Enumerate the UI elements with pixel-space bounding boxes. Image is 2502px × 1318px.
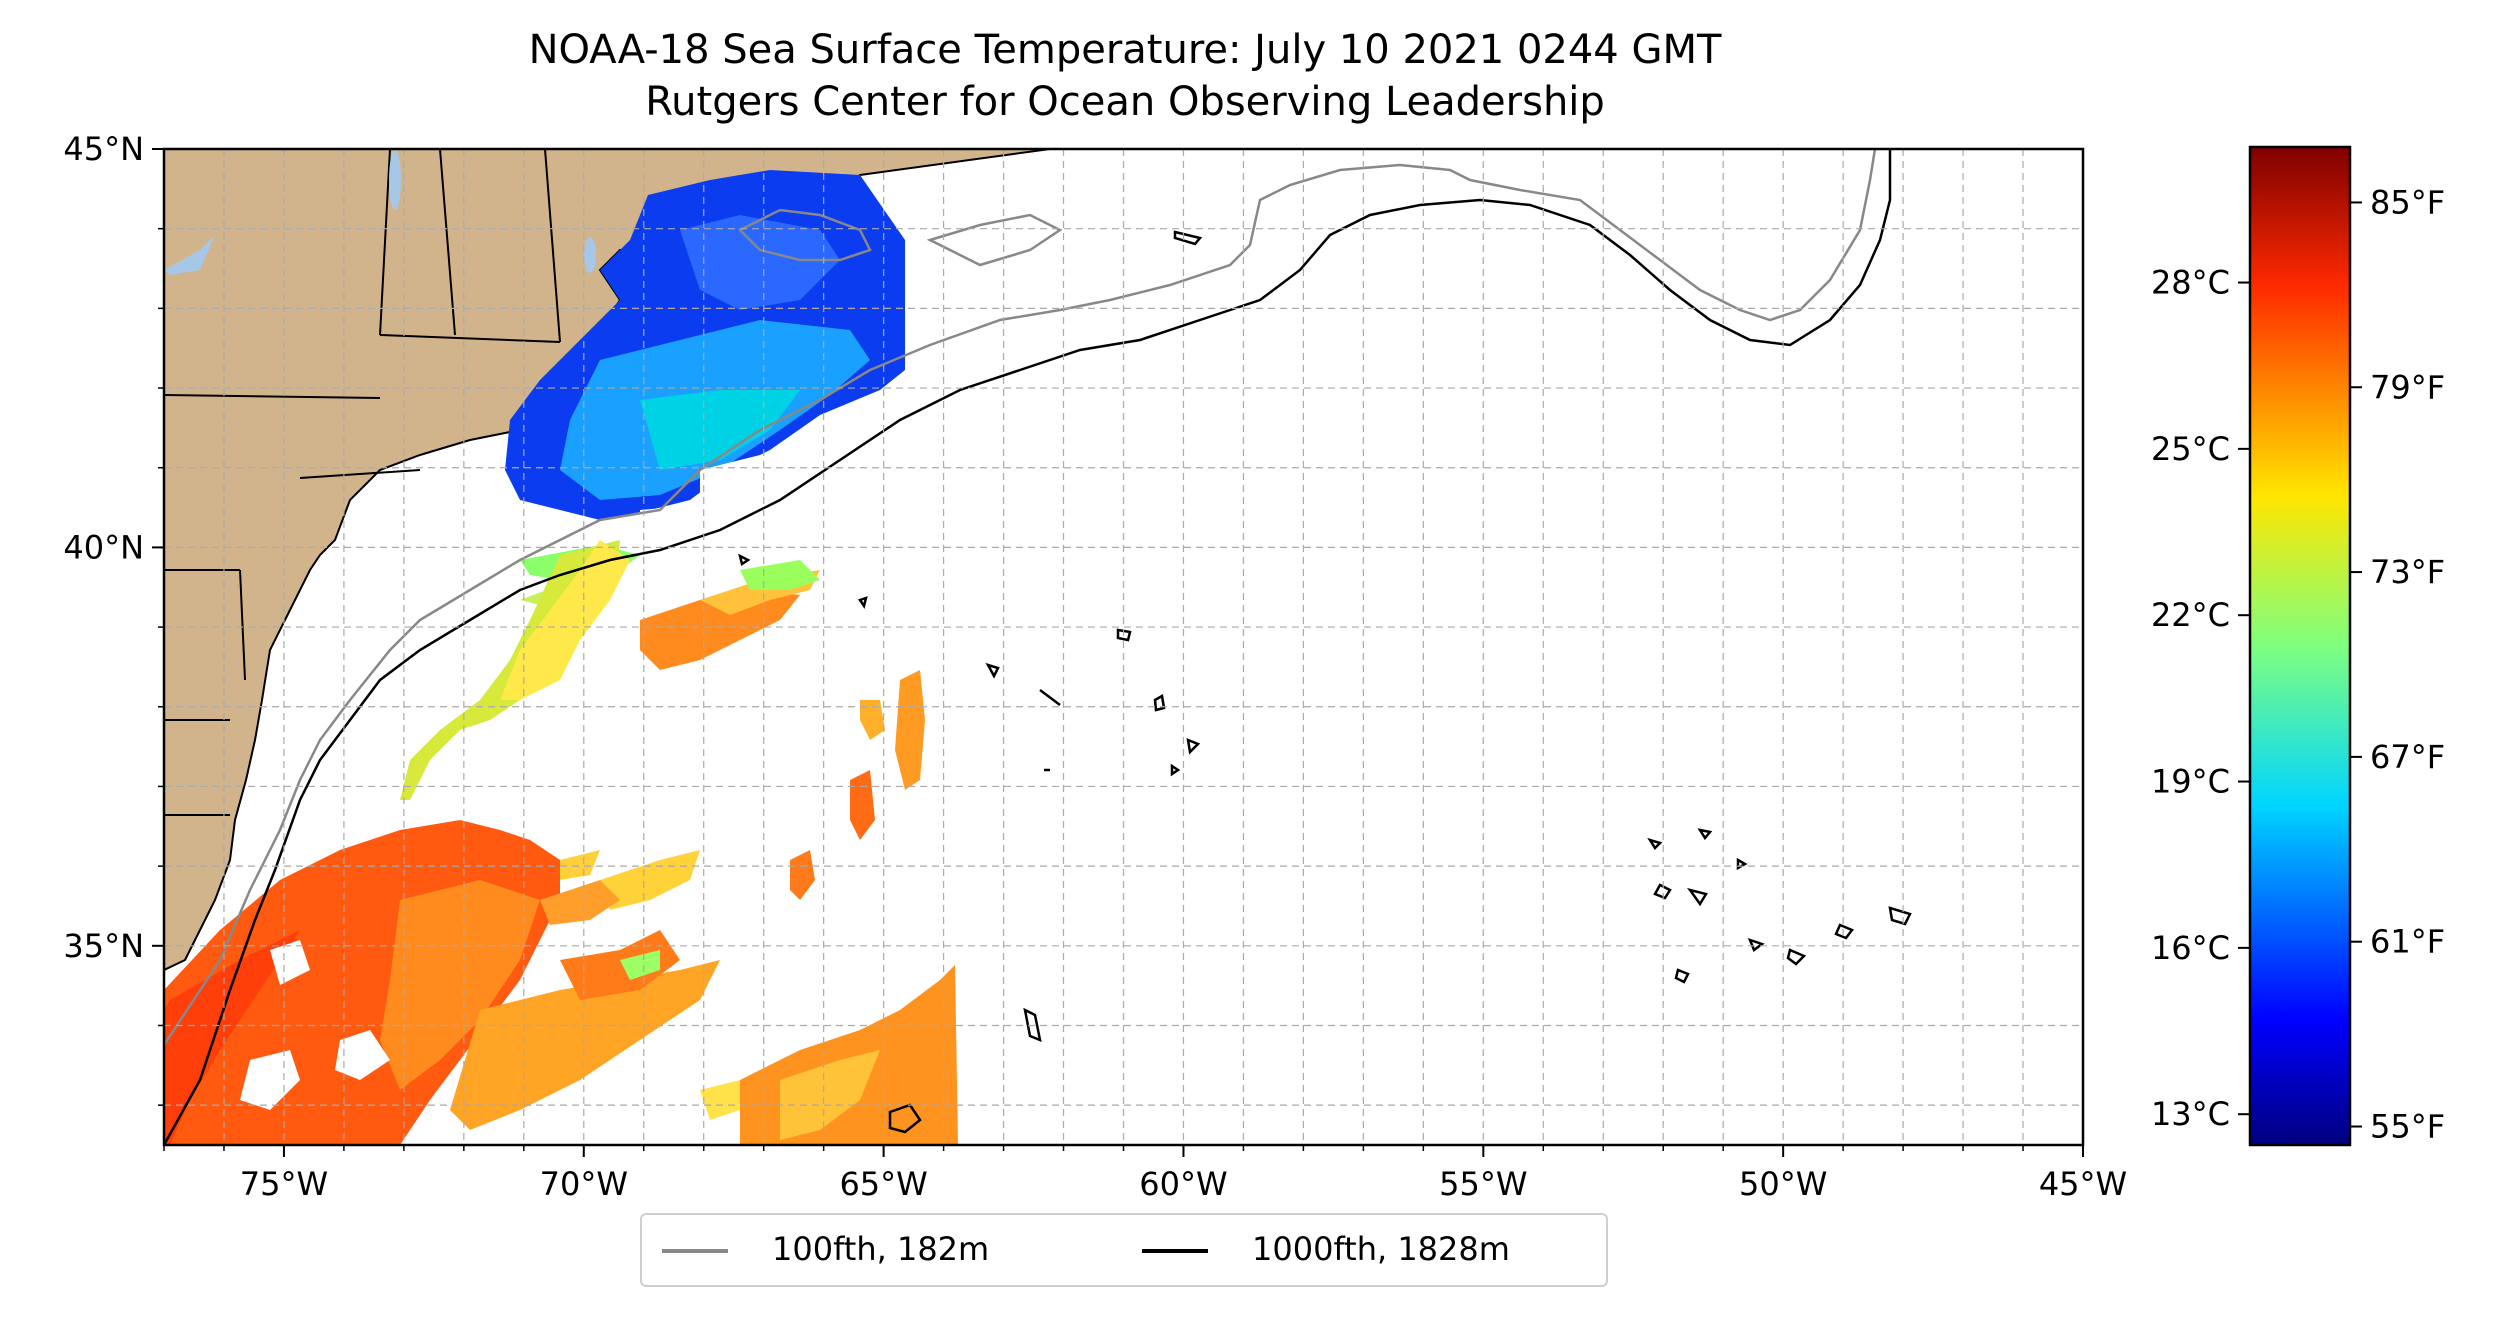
fahrenheit-tick-label: 67°F <box>2370 738 2445 776</box>
lon-tick-label: 65°W <box>839 1165 927 1203</box>
fahrenheit-tick-label: 85°F <box>2370 183 2445 221</box>
sst-data <box>164 170 958 1145</box>
lon-tick-label: 75°W <box>240 1165 328 1203</box>
celsius-tick-label: 19°C <box>2151 763 2230 801</box>
fahrenheit-tick-label: 73°F <box>2370 553 2445 591</box>
lon-tick-label: 60°W <box>1139 1165 1227 1203</box>
lakes <box>164 150 596 275</box>
isobath-1000fth <box>164 149 1912 1145</box>
gridlines <box>163 148 2084 1145</box>
isobath-100fth <box>164 149 1877 1046</box>
lon-tick-label: 70°W <box>540 1165 628 1203</box>
lon-tick-label: 45°W <box>2039 1165 2127 1203</box>
fahrenheit-tick-label: 55°F <box>2370 1108 2445 1146</box>
celsius-tick-label: 16°C <box>2151 929 2230 967</box>
colorbar <box>2248 145 2352 1147</box>
lat-tick-label: 45°N <box>63 130 144 168</box>
celsius-tick-label: 13°C <box>2151 1095 2230 1133</box>
lon-tick-label: 55°W <box>1439 1165 1527 1203</box>
legend: 100fth, 182m 1000fth, 1828m <box>640 1213 1608 1287</box>
lat-tick-label: 40°N <box>63 528 144 566</box>
celsius-tick-label: 28°C <box>2151 264 2230 302</box>
fahrenheit-tick-label: 61°F <box>2370 923 2445 961</box>
map-title: NOAA-18 Sea Surface Temperature: July 10… <box>528 27 1722 73</box>
cloud-gaps <box>240 440 820 1110</box>
celsius-tick-label: 25°C <box>2151 430 2230 468</box>
legend-1000fth-label: 1000fth, 1828m <box>1252 1230 1510 1268</box>
lon-tick-label: 50°W <box>1739 1165 1827 1203</box>
map-subtitle: Rutgers Center for Ocean Observing Leade… <box>645 79 1605 125</box>
legend-100fth-swatch <box>662 1249 728 1253</box>
colorbar-fahrenheit-axis: 85°F 79°F 73°F 67°F 61°F 55°F <box>2350 183 2445 1146</box>
fahrenheit-tick-label: 79°F <box>2370 368 2445 406</box>
legend-100fth-label: 100fth, 182m <box>772 1230 990 1268</box>
longitude-axis: 75°W 70°W 65°W 60°W 55°W 50°W 45°W <box>163 1145 2127 1203</box>
latitude-axis: 45°N 40°N 35°N <box>63 130 164 1106</box>
state-borders <box>164 149 561 816</box>
colorbar-celsius-axis: 28°C 25°C 22°C 19°C 16°C 13°C <box>2151 264 2250 1133</box>
lat-tick-label: 35°N <box>63 927 144 965</box>
legend-1000fth-swatch <box>1142 1249 1208 1253</box>
celsius-tick-label: 22°C <box>2151 596 2230 634</box>
